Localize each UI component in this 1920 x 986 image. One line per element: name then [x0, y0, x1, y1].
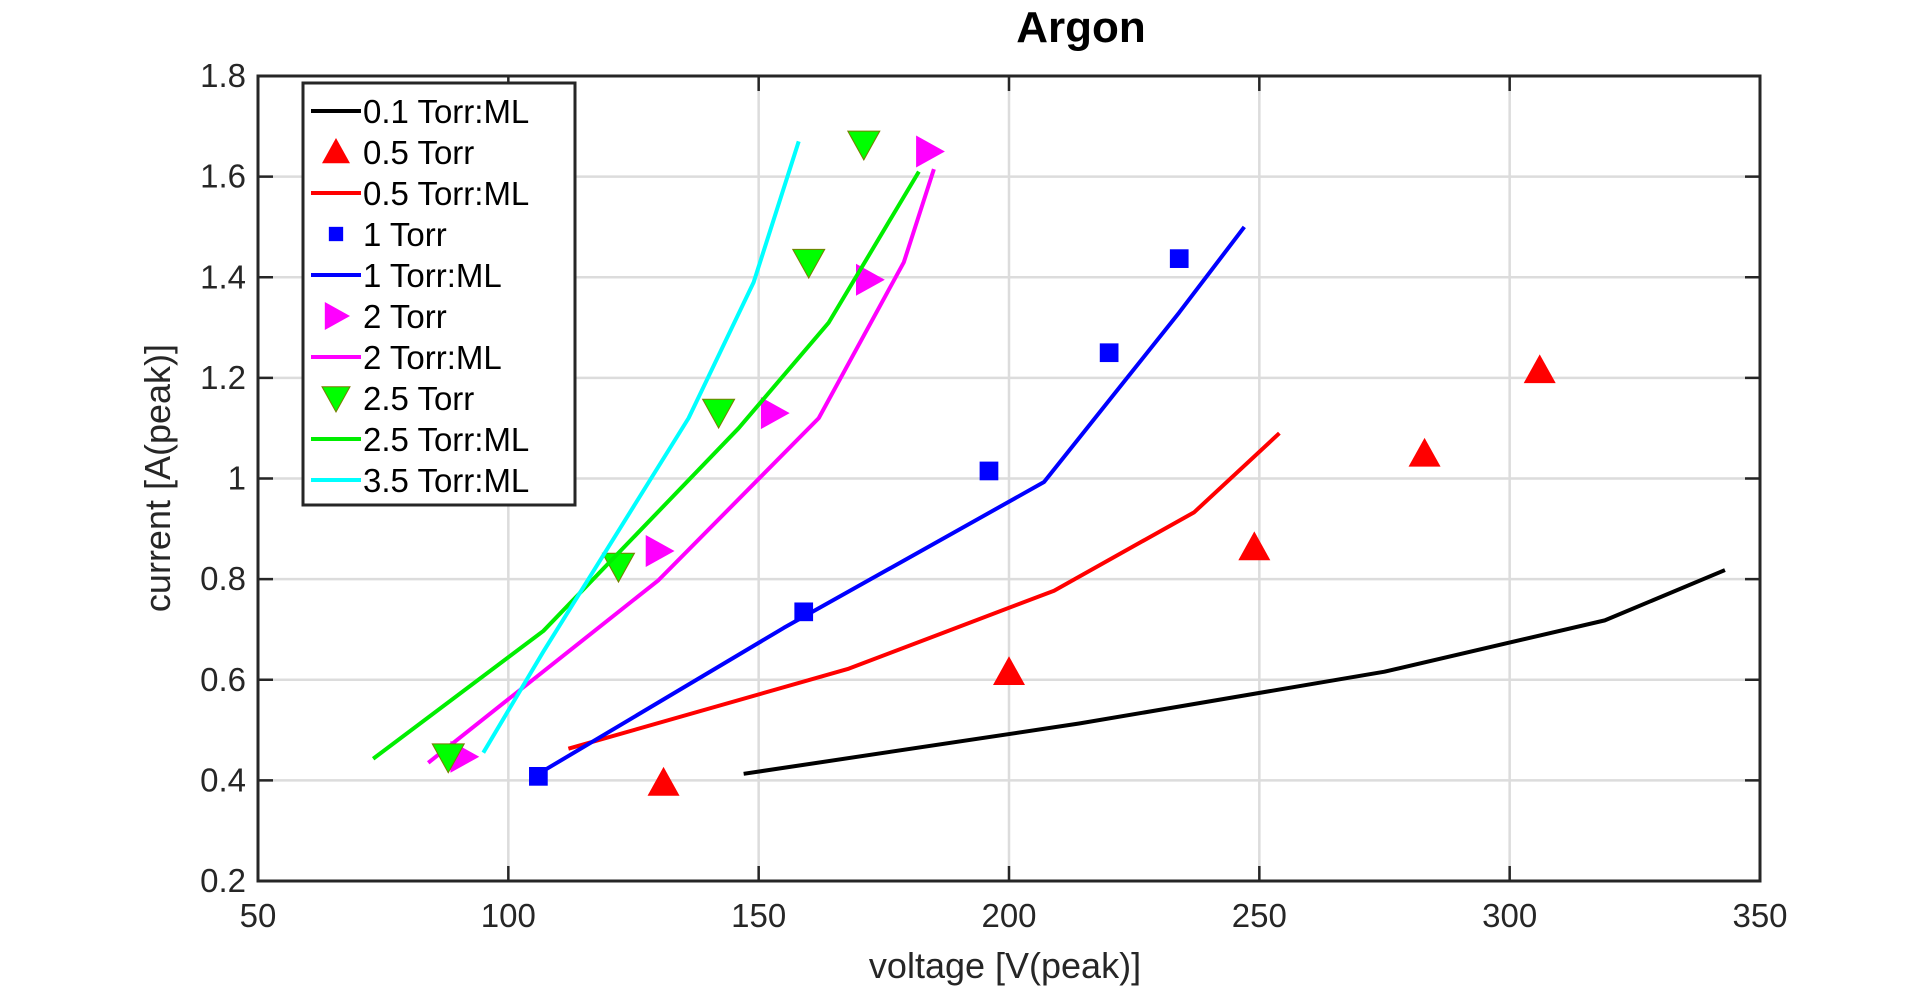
data-point [647, 766, 680, 796]
legend-label: 0.5 Torr [363, 134, 474, 171]
y-tick-label: 0.6 [200, 661, 246, 698]
series-line [567, 431, 1281, 751]
data-point [791, 248, 826, 280]
data-point [645, 534, 675, 567]
legend-label: 2 Torr [363, 298, 447, 335]
legend-label: 0.1 Torr:ML [363, 93, 529, 130]
legend-item: 3.5 Torr:ML [311, 462, 529, 499]
data-point [1408, 437, 1441, 467]
axis-ticks: 50 100 150 200 250 300 350 0.2 0.4 0.6 0.8 1 1.2 1.4 1… [200, 57, 1787, 934]
legend-item: 2 Torr [324, 298, 447, 335]
data-point [916, 135, 945, 168]
data-point [1169, 249, 1189, 268]
data-point [856, 263, 885, 296]
data-point [993, 656, 1025, 686]
legend-item: 1 Torr [328, 216, 447, 253]
data-point [846, 130, 881, 161]
x-tick-label: 150 [731, 897, 786, 934]
legend-item: 0.5 Torr:ML [311, 175, 529, 212]
data-point [1099, 343, 1119, 363]
x-tick-label: 300 [1482, 897, 1537, 934]
y-tick-label: 1.8 [200, 57, 246, 94]
series-1-torr-ml [537, 225, 1246, 776]
legend-item: 0.5 Torr [322, 134, 474, 171]
series-line [371, 170, 921, 761]
y-tick-label: 1.6 [200, 158, 246, 195]
data-point [1523, 354, 1556, 384]
y-tick-label: 1.2 [200, 359, 246, 396]
legend-item: 2.5 Torr:ML [311, 421, 529, 458]
x-tick-label: 250 [1232, 897, 1287, 934]
legend-item: 0.1 Torr:ML [311, 93, 529, 130]
chart-title: Argon [1016, 3, 1146, 52]
legend-swatch [321, 386, 351, 414]
series-layer [371, 130, 1726, 796]
series-3-5-torr-ml [481, 140, 801, 754]
data-point [794, 602, 814, 622]
series-2-5-torr-ml [371, 170, 921, 761]
y-tick-label: 0.2 [200, 862, 246, 899]
legend-label: 2.5 Torr:ML [363, 421, 529, 458]
legend-label: 0.5 Torr:ML [363, 175, 529, 212]
legend-swatch [322, 138, 350, 164]
x-axis-label: voltage [V(peak)] [869, 945, 1141, 986]
data-point [431, 743, 466, 774]
series-line [426, 168, 936, 765]
series-line [743, 568, 1726, 776]
series-2-torr [450, 135, 945, 773]
y-tick-label: 1.4 [200, 258, 246, 295]
legend-item: 2 Torr:ML [311, 339, 502, 376]
y-tick-label: 0.4 [200, 761, 246, 798]
legend-swatch [328, 226, 344, 242]
series-line [481, 140, 801, 754]
x-tick-label: 50 [240, 897, 277, 934]
series-2-5-torr [431, 130, 881, 774]
legend-item: 1 Torr:ML [311, 257, 502, 294]
data-point [701, 398, 736, 430]
data-point [1238, 531, 1271, 561]
data-point [760, 397, 790, 430]
series-0-5-torr [647, 354, 1556, 796]
legend-label: 1 Torr [363, 216, 447, 253]
series-line [537, 225, 1246, 776]
legend-box [301, 81, 577, 507]
legend-label: 3.5 Torr:ML [363, 462, 529, 499]
legend-swatch [324, 302, 350, 330]
legend-label: 2 Torr:ML [363, 339, 502, 376]
series-2-torr-ml [426, 168, 936, 765]
y-axis-label: current [A(peak)] [137, 344, 178, 612]
y-tick-label: 1 [228, 460, 246, 497]
data-point [979, 461, 999, 481]
x-tick-label: 200 [981, 897, 1036, 934]
legend-item: 2.5 Torr [321, 380, 474, 417]
legend-label: 2.5 Torr [363, 380, 474, 417]
legend: 0.1 Torr:ML 0.5 Torr 0.5 Torr:ML 1 Torr 1 To… [301, 81, 577, 507]
series-0-5-torr-ml [567, 431, 1281, 751]
series-0-1-torr-ml [743, 568, 1726, 776]
x-tick-label: 100 [481, 897, 536, 934]
legend-label: 1 Torr:ML [363, 257, 502, 294]
y-tick-label: 0.8 [200, 560, 246, 597]
x-tick-label: 350 [1732, 897, 1787, 934]
